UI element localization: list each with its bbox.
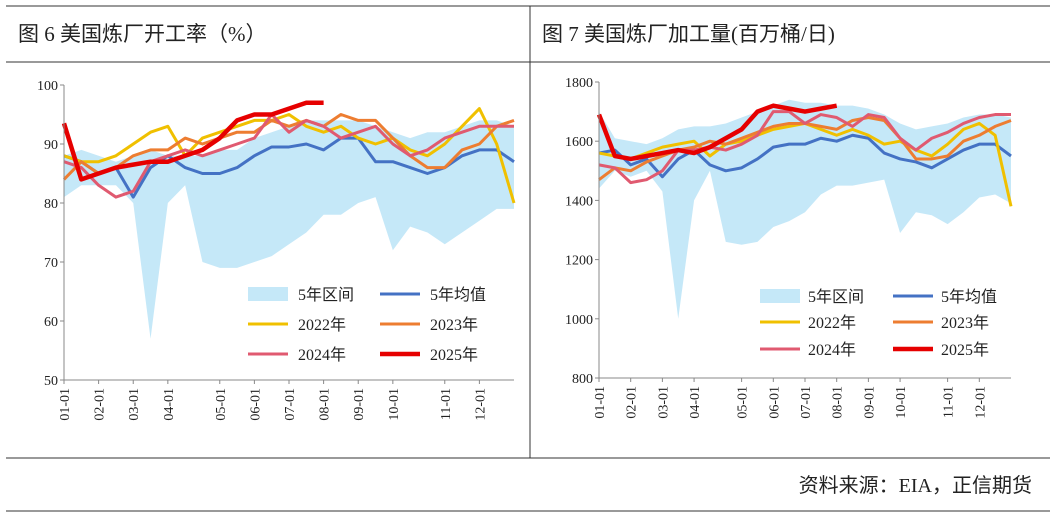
legend-label: 2024年 xyxy=(298,346,346,364)
y-tick-label: 1000 xyxy=(565,313,593,328)
x-tick-label: 11-01 xyxy=(942,386,957,418)
legend-label: 2025年 xyxy=(941,341,989,359)
legend-label: 2022年 xyxy=(298,316,346,334)
x-tick-label: 04-01 xyxy=(162,388,177,421)
x-tick-label: 05-01 xyxy=(736,386,751,419)
legend-label: 5年均值 xyxy=(941,288,997,306)
legend-label: 2024年 xyxy=(808,341,856,359)
x-tick-label: 01-01 xyxy=(58,388,73,421)
series-line xyxy=(63,113,514,199)
series-line xyxy=(62,113,515,181)
x-tick-label: 09-01 xyxy=(862,386,877,419)
range-band xyxy=(64,120,514,339)
y-tick-label: 70 xyxy=(44,256,58,271)
series-line xyxy=(63,107,516,204)
x-tick-label: 10-01 xyxy=(387,388,402,421)
y-tick-label: 80 xyxy=(44,197,58,212)
x-tick-label: 01-01 xyxy=(593,386,608,419)
range-band xyxy=(599,99,1011,319)
x-tick-label: 08-01 xyxy=(831,386,846,419)
legend-swatch xyxy=(248,287,288,301)
x-tick-label: 06-01 xyxy=(248,388,263,421)
legend-label: 5年区间 xyxy=(808,288,864,306)
x-tick-label: 02-01 xyxy=(93,388,108,421)
series-line xyxy=(63,136,515,199)
legend-label: 2023年 xyxy=(430,316,478,334)
x-tick-label: 11-01 xyxy=(439,388,454,420)
y-tick-label: 90 xyxy=(44,138,58,153)
legend-label: 5年均值 xyxy=(430,286,486,304)
x-tick-label: 04-01 xyxy=(688,386,703,419)
y-tick-label: 50 xyxy=(44,374,58,389)
y-tick-label: 1200 xyxy=(565,254,593,269)
y-tick-label: 60 xyxy=(44,315,58,330)
y-tick-label: 1400 xyxy=(565,194,593,209)
x-tick-label: 03-01 xyxy=(656,386,671,419)
y-tick-label: 1800 xyxy=(565,76,593,91)
series-line xyxy=(598,110,1011,185)
chart-title: 图 6 美国炼厂开工率（%） xyxy=(18,22,267,46)
x-tick-label: 07-01 xyxy=(799,386,814,419)
chart-title: 图 7 美国炼厂加工量(百万桶/日) xyxy=(542,22,835,46)
x-tick-label: 02-01 xyxy=(625,386,640,419)
y-tick-label: 800 xyxy=(572,372,593,387)
x-tick-label: 03-01 xyxy=(127,388,142,421)
x-tick-label: 05-01 xyxy=(214,388,229,421)
series-line xyxy=(61,100,324,182)
legend-label: 2022年 xyxy=(808,314,856,332)
x-tick-label: 09-01 xyxy=(352,388,367,421)
series-line xyxy=(598,133,1012,179)
x-tick-label: 12-01 xyxy=(973,386,988,419)
x-tick-label: 12-01 xyxy=(473,388,488,421)
x-tick-label: 08-01 xyxy=(318,388,333,421)
x-tick-label: 06-01 xyxy=(767,386,782,419)
x-tick-label: 10-01 xyxy=(894,386,909,419)
x-tick-label: 07-01 xyxy=(283,388,298,421)
legend-label: 2025年 xyxy=(430,346,478,364)
source: 资料来源：EIA，正信期货 xyxy=(799,474,1032,497)
legend-label: 5年区间 xyxy=(298,286,354,304)
legend-swatch xyxy=(760,289,800,303)
series-line xyxy=(596,103,838,162)
legend-label: 2023年 xyxy=(941,314,989,332)
y-tick-label: 100 xyxy=(37,79,58,94)
y-tick-label: 1600 xyxy=(565,135,593,150)
